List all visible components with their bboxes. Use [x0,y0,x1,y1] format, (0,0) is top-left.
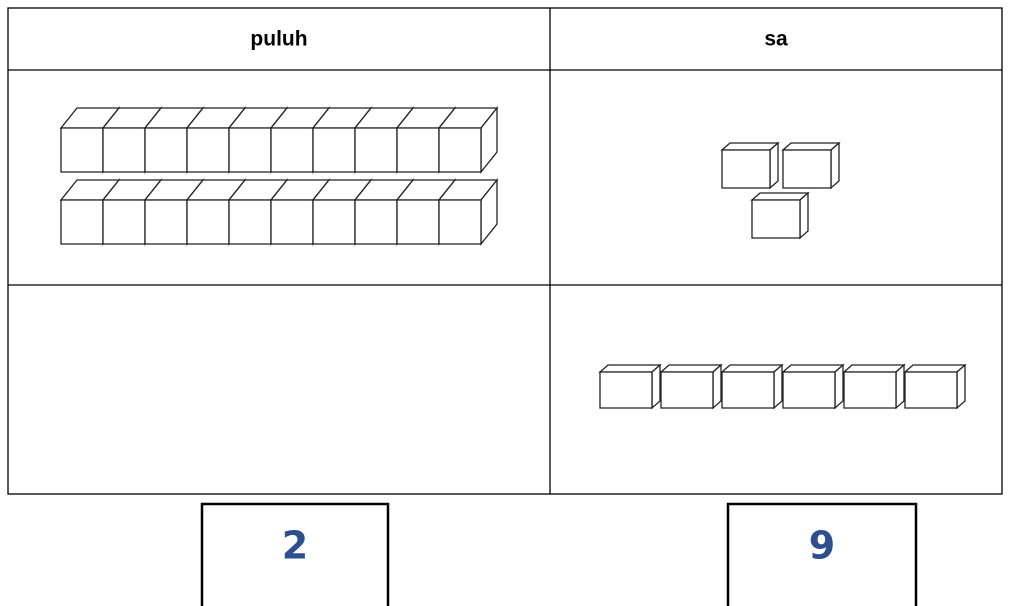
cube-face [750,192,810,201]
table-border [7,7,1003,495]
answer-boxes [200,502,918,606]
cube-face [782,149,832,189]
cube-face [769,141,779,190]
cube-face [270,127,314,173]
cube-face [651,363,661,410]
cube-face [438,199,482,245]
answer-box [200,502,390,606]
cube-face [712,363,722,410]
cube-face [903,364,967,373]
cube-face [144,127,188,173]
cube-face [599,371,653,409]
cube-face [102,199,146,245]
cube-face [396,199,440,245]
cube-face [228,127,272,173]
cube-face [396,127,440,173]
cube-face [144,199,188,245]
cube-face [904,371,958,409]
answer-box [726,502,918,606]
cube-face [751,199,801,239]
cube-face [270,199,314,245]
cube-face [720,142,780,151]
cube-face [830,141,840,190]
cube-face [956,363,966,410]
cube-face [659,364,723,373]
cube-face [312,127,356,173]
cube-face [843,371,897,409]
cube-face [60,127,104,173]
cube-face [660,371,714,409]
cube-face [721,149,771,189]
answer-value: 9 [809,524,835,568]
cube-face [720,364,784,373]
cube-face [799,191,809,240]
cube-face [354,127,398,173]
cube-face [228,199,272,245]
base-ten-blocks [59,106,967,410]
cube-face [842,364,906,373]
cube-face [438,127,482,173]
cube-face [834,363,844,410]
cube-face [781,364,845,373]
cube-face [354,199,398,245]
header-cell: sa [764,28,788,51]
cube-face [721,371,775,409]
cube-face [102,127,146,173]
cube-face [60,199,104,245]
answer-value: 2 [282,524,308,568]
cube-face [782,371,836,409]
cube-face [781,142,841,151]
cube-face [186,199,230,245]
cube-face [186,127,230,173]
table-grid [7,7,1003,495]
header-cell: puluh [250,28,307,51]
cube-face [312,199,356,245]
cube-face [598,364,662,373]
cube-face [895,363,905,410]
cube-face [773,363,783,410]
